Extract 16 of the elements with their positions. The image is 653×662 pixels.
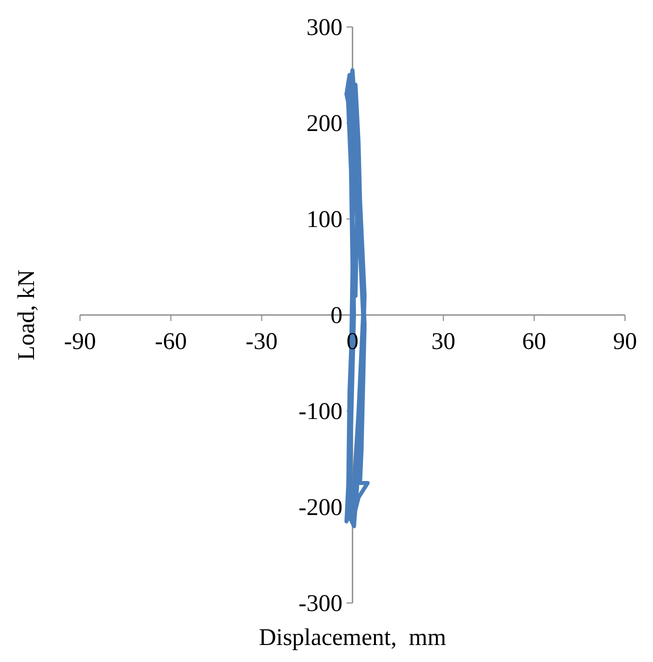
y-tick-label: -100	[298, 399, 342, 425]
y-tick-label: -200	[298, 495, 342, 521]
y-tick-label: 200	[306, 111, 342, 137]
y-tick-label: 300	[306, 15, 342, 41]
y-tick-label: 100	[306, 207, 342, 233]
y-axis-title: Load, kN	[14, 270, 40, 360]
x-tick-label: 90	[613, 329, 637, 355]
x-axis-title: Displacement, mm	[258, 625, 446, 651]
x-tick-label: 30	[431, 329, 456, 355]
line-series	[344, 68, 370, 528]
y-tick-label: -300	[298, 591, 342, 617]
y-tick-label: 0	[330, 303, 342, 329]
x-tick-label: -30	[246, 329, 278, 355]
x-tick-label: -60	[154, 329, 187, 355]
x-tick-label: 60	[522, 329, 546, 355]
x-tick-label: -90	[64, 329, 96, 355]
